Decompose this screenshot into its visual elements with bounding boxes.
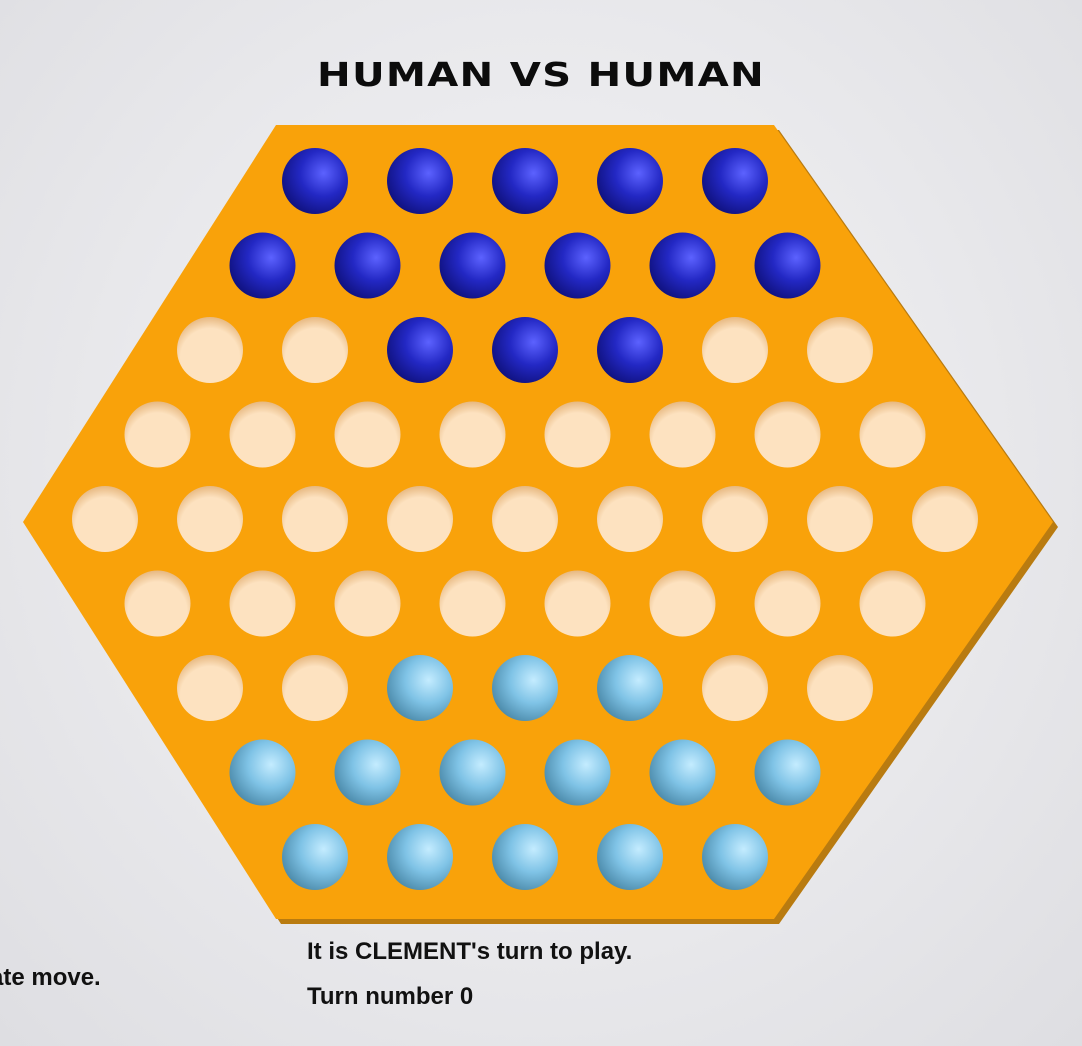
dark-blue-marble[interactable] xyxy=(702,148,768,214)
dark-blue-marble[interactable] xyxy=(649,232,716,299)
empty-hole[interactable] xyxy=(229,570,296,637)
empty-hole[interactable] xyxy=(177,486,243,552)
empty-hole[interactable] xyxy=(912,486,978,552)
empty-hole[interactable] xyxy=(72,486,138,552)
empty-hole[interactable] xyxy=(859,401,926,468)
light-blue-marble[interactable] xyxy=(544,739,611,806)
light-blue-marble[interactable] xyxy=(597,824,663,890)
empty-hole[interactable] xyxy=(597,486,663,552)
dark-blue-marble[interactable] xyxy=(492,148,558,214)
light-blue-marble[interactable] xyxy=(282,824,348,890)
empty-hole[interactable] xyxy=(754,570,821,637)
empty-hole[interactable] xyxy=(702,486,768,552)
empty-hole[interactable] xyxy=(124,401,191,468)
empty-hole[interactable] xyxy=(334,401,401,468)
dark-blue-marble[interactable] xyxy=(492,317,558,383)
empty-hole[interactable] xyxy=(282,486,348,552)
dark-blue-marble[interactable] xyxy=(282,148,348,214)
dark-blue-marble[interactable] xyxy=(597,148,663,214)
empty-hole[interactable] xyxy=(124,570,191,637)
dark-blue-marble[interactable] xyxy=(387,317,453,383)
empty-hole[interactable] xyxy=(439,401,506,468)
empty-hole[interactable] xyxy=(544,570,611,637)
empty-hole[interactable] xyxy=(702,317,768,383)
empty-hole[interactable] xyxy=(702,655,768,721)
dark-blue-marble[interactable] xyxy=(229,232,296,299)
light-blue-marble[interactable] xyxy=(492,655,558,721)
empty-hole[interactable] xyxy=(807,486,873,552)
dark-blue-marble[interactable] xyxy=(597,317,663,383)
empty-hole[interactable] xyxy=(754,401,821,468)
dark-blue-marble[interactable] xyxy=(334,232,401,299)
light-blue-marble[interactable] xyxy=(492,824,558,890)
dark-blue-marble[interactable] xyxy=(754,232,821,299)
light-blue-marble[interactable] xyxy=(754,739,821,806)
light-blue-marble[interactable] xyxy=(334,739,401,806)
empty-hole[interactable] xyxy=(544,401,611,468)
light-blue-marble[interactable] xyxy=(229,739,296,806)
empty-hole[interactable] xyxy=(282,655,348,721)
empty-hole[interactable] xyxy=(334,570,401,637)
side-message-text: ate move. xyxy=(0,964,101,991)
empty-hole[interactable] xyxy=(859,570,926,637)
dark-blue-marble[interactable] xyxy=(387,148,453,214)
dark-blue-marble[interactable] xyxy=(439,232,506,299)
empty-hole[interactable] xyxy=(177,317,243,383)
light-blue-marble[interactable] xyxy=(387,824,453,890)
light-blue-marble[interactable] xyxy=(649,739,716,806)
empty-hole[interactable] xyxy=(282,317,348,383)
turn-status-text: It is CLEMENT's turn to play. xyxy=(307,938,633,965)
empty-hole[interactable] xyxy=(492,486,558,552)
light-blue-marble[interactable] xyxy=(597,655,663,721)
light-blue-marble[interactable] xyxy=(439,739,506,806)
empty-hole[interactable] xyxy=(177,655,243,721)
empty-hole[interactable] xyxy=(439,570,506,637)
empty-hole[interactable] xyxy=(387,486,453,552)
light-blue-marble[interactable] xyxy=(702,824,768,890)
empty-hole[interactable] xyxy=(807,655,873,721)
empty-hole[interactable] xyxy=(649,570,716,637)
dark-blue-marble[interactable] xyxy=(544,232,611,299)
empty-hole[interactable] xyxy=(229,401,296,468)
empty-hole[interactable] xyxy=(649,401,716,468)
empty-hole[interactable] xyxy=(807,317,873,383)
light-blue-marble[interactable] xyxy=(387,655,453,721)
game-title: HUMAN VS HUMAN xyxy=(317,55,765,94)
turn-number-text: Turn number 0 xyxy=(307,983,474,1010)
